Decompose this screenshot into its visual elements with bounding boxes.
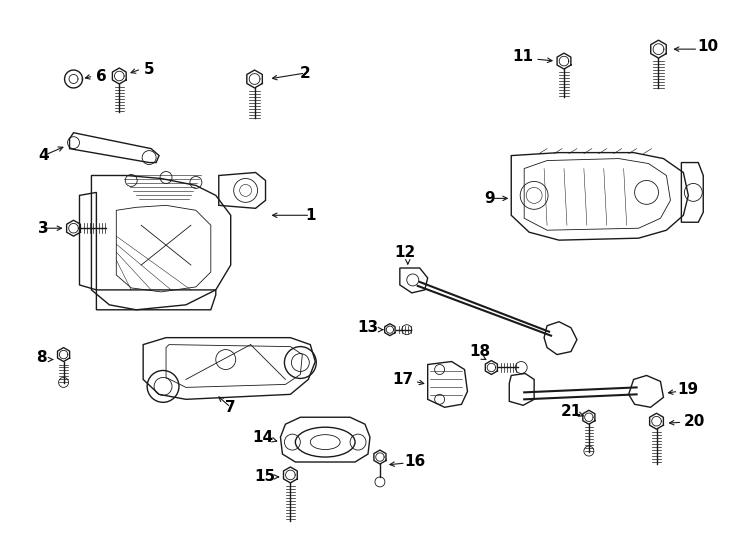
Text: 1: 1 <box>305 208 316 223</box>
Text: 20: 20 <box>683 414 705 429</box>
Text: 13: 13 <box>357 320 379 335</box>
Text: 17: 17 <box>392 372 413 387</box>
Text: 19: 19 <box>677 382 699 397</box>
Text: 7: 7 <box>225 400 236 415</box>
Text: 2: 2 <box>300 65 310 80</box>
Text: 5: 5 <box>144 62 154 77</box>
Text: 6: 6 <box>96 69 106 84</box>
Text: 12: 12 <box>394 245 415 260</box>
Text: 4: 4 <box>38 148 49 163</box>
Text: 15: 15 <box>254 469 275 484</box>
Text: 3: 3 <box>38 221 49 236</box>
Text: 8: 8 <box>37 350 47 365</box>
Text: 18: 18 <box>469 344 490 359</box>
Text: 11: 11 <box>512 49 534 64</box>
Text: 21: 21 <box>560 404 581 418</box>
Text: 10: 10 <box>698 39 719 53</box>
Text: 14: 14 <box>252 430 273 444</box>
Text: 9: 9 <box>484 191 495 206</box>
Text: 16: 16 <box>404 454 426 469</box>
